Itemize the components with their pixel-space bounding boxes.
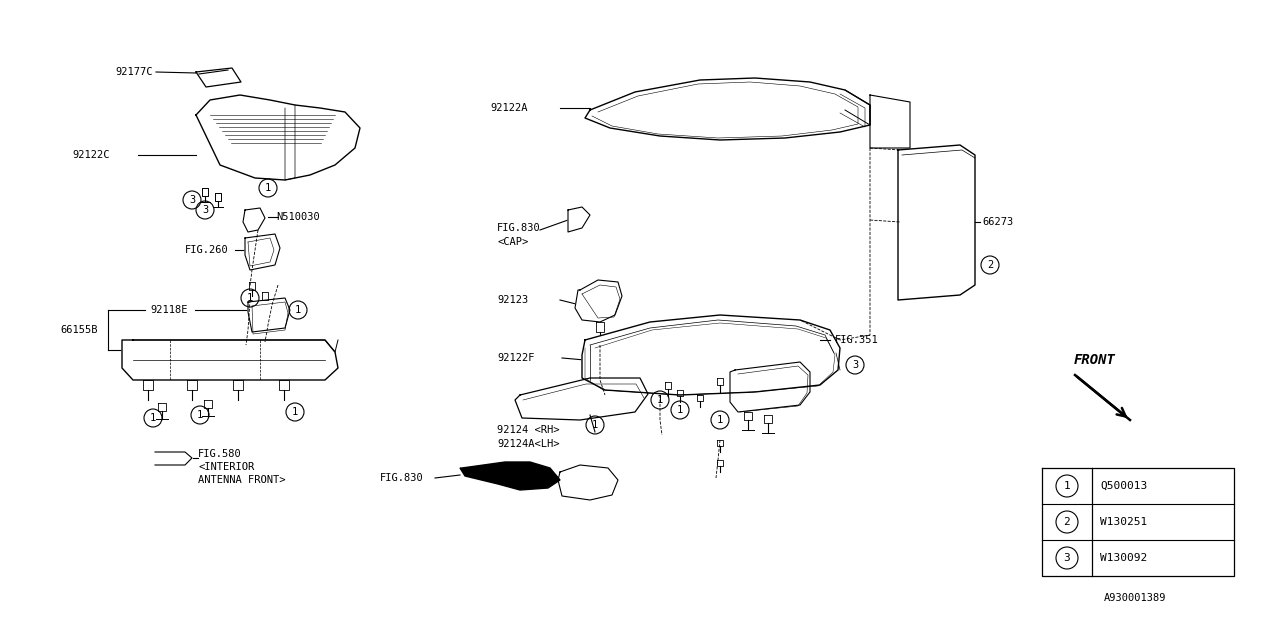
- Text: FIG.830: FIG.830: [380, 473, 424, 483]
- Text: <INTERIOR: <INTERIOR: [198, 462, 255, 472]
- Text: 1: 1: [247, 293, 253, 303]
- Text: 2: 2: [987, 260, 993, 270]
- Text: FIG.260: FIG.260: [186, 245, 229, 255]
- Text: 1: 1: [717, 415, 723, 425]
- Text: 92124A<LH>: 92124A<LH>: [497, 439, 559, 449]
- Polygon shape: [196, 68, 241, 87]
- Text: 1: 1: [150, 413, 156, 423]
- Text: 1: 1: [294, 305, 301, 315]
- Text: 1: 1: [197, 410, 204, 420]
- Text: 3: 3: [189, 195, 195, 205]
- Text: FIG.351: FIG.351: [835, 335, 879, 345]
- Polygon shape: [515, 378, 648, 420]
- Polygon shape: [568, 207, 590, 232]
- Polygon shape: [460, 462, 561, 490]
- Polygon shape: [870, 95, 910, 148]
- Polygon shape: [585, 78, 870, 140]
- Text: Q500013: Q500013: [1100, 481, 1147, 491]
- Polygon shape: [244, 234, 280, 270]
- Polygon shape: [899, 145, 975, 300]
- Polygon shape: [582, 315, 840, 395]
- Text: 92122A: 92122A: [490, 103, 527, 113]
- Text: 92122F: 92122F: [497, 353, 535, 363]
- Polygon shape: [558, 465, 618, 500]
- Text: FRONT: FRONT: [1074, 353, 1116, 367]
- Text: 1: 1: [1064, 481, 1070, 491]
- Text: 1: 1: [677, 405, 684, 415]
- Text: W130251: W130251: [1100, 517, 1147, 527]
- Text: 92118E: 92118E: [150, 305, 187, 315]
- Text: 1: 1: [657, 395, 663, 405]
- Text: 2: 2: [1064, 517, 1070, 527]
- Polygon shape: [248, 298, 291, 332]
- Text: FIG.580: FIG.580: [198, 449, 242, 459]
- Text: 1: 1: [265, 183, 271, 193]
- Text: FIG.830: FIG.830: [497, 223, 540, 233]
- Text: 3: 3: [852, 360, 858, 370]
- Text: 1: 1: [591, 420, 598, 430]
- Text: 1: 1: [292, 407, 298, 417]
- Text: ANTENNA FRONT>: ANTENNA FRONT>: [198, 475, 285, 485]
- Text: 92177C: 92177C: [115, 67, 152, 77]
- Polygon shape: [730, 362, 810, 412]
- Text: 66273: 66273: [982, 217, 1014, 227]
- Text: 92124 <RH>: 92124 <RH>: [497, 425, 559, 435]
- Text: 66155B: 66155B: [60, 325, 97, 335]
- Text: 92122C: 92122C: [72, 150, 110, 160]
- Text: A930001389: A930001389: [1103, 593, 1166, 603]
- Polygon shape: [122, 340, 338, 380]
- Polygon shape: [196, 95, 360, 180]
- Polygon shape: [575, 280, 622, 322]
- Text: N510030: N510030: [276, 212, 320, 222]
- Text: W130092: W130092: [1100, 553, 1147, 563]
- Text: 3: 3: [202, 205, 209, 215]
- Text: 92123: 92123: [497, 295, 529, 305]
- Text: 3: 3: [1064, 553, 1070, 563]
- Text: <CAP>: <CAP>: [497, 237, 529, 247]
